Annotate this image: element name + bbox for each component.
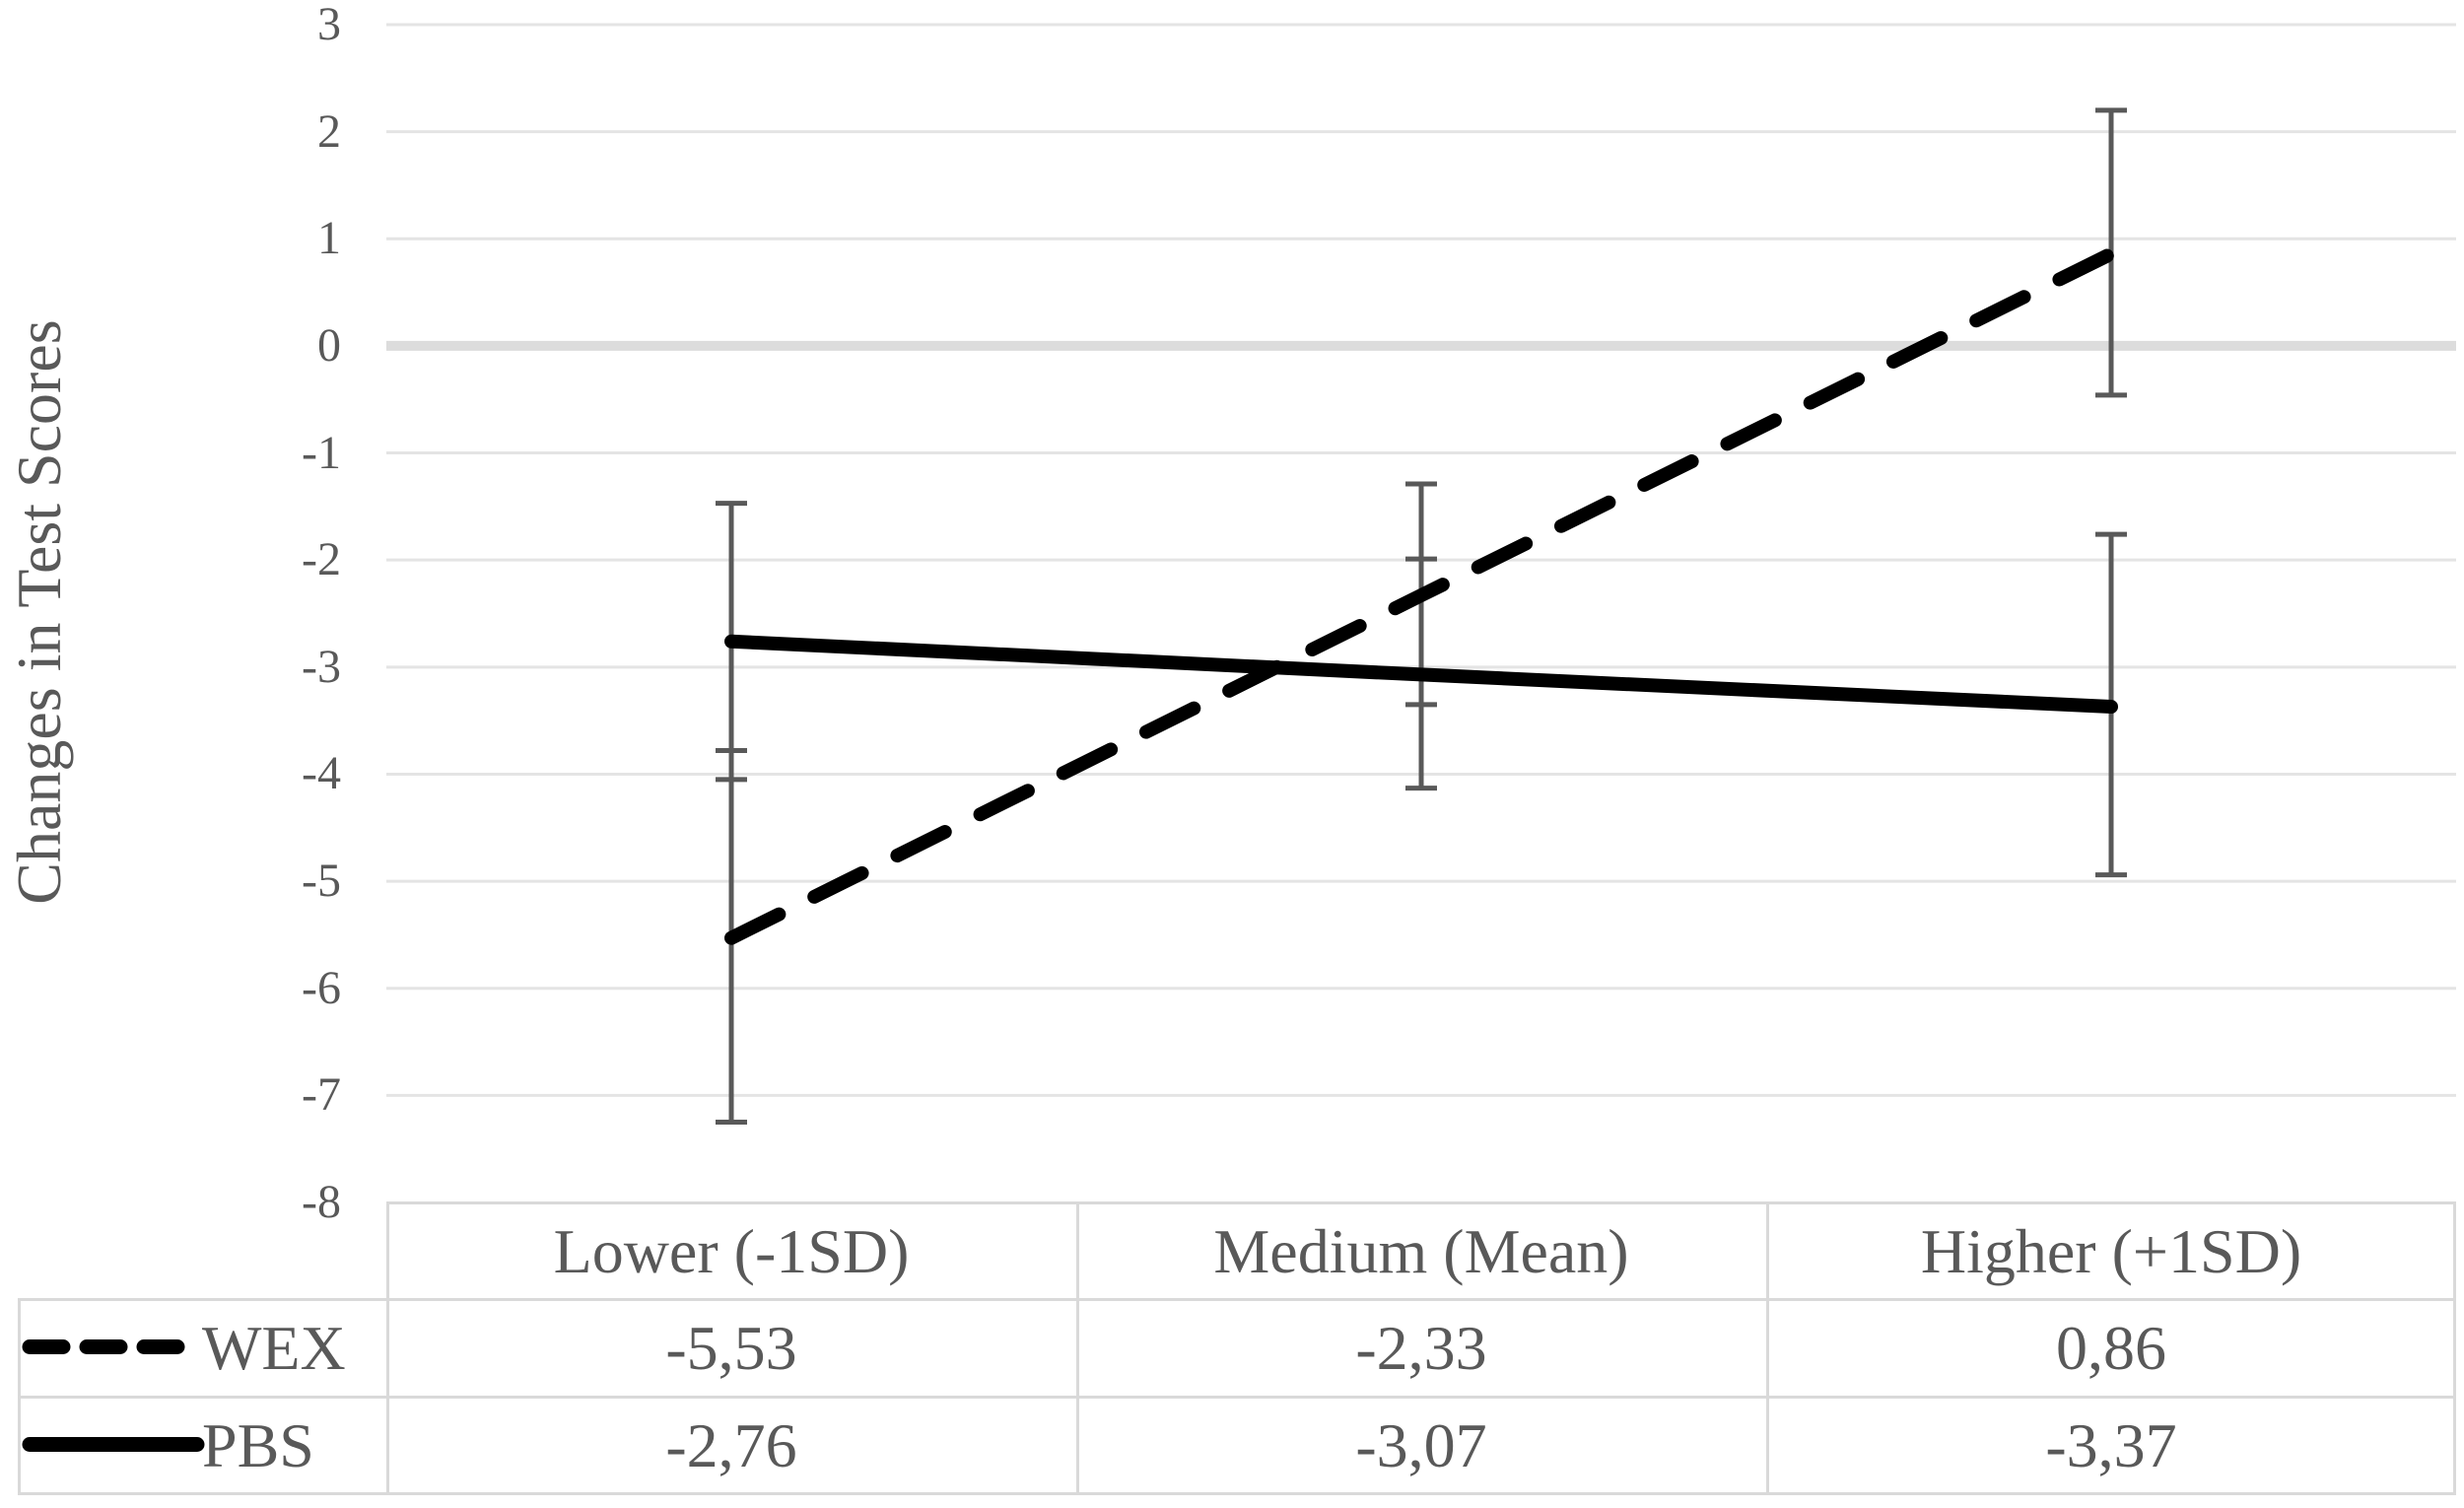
table-cell-wex-1: -2,33 (1355, 1313, 1487, 1383)
table-border-h2 (18, 1396, 2456, 1399)
table-cell-pbs-2: -3,37 (2045, 1410, 2177, 1480)
y-tick-label--1: -1 (302, 426, 341, 479)
y-tick-label--2: -2 (302, 533, 341, 586)
y-tick-label--7: -7 (302, 1068, 341, 1122)
table-border-v0 (18, 1298, 21, 1495)
table-border-v4 (2453, 1201, 2456, 1495)
y-tick-label--5: -5 (302, 855, 341, 908)
table-border-h3 (18, 1492, 2456, 1495)
y-tick-label--8: -8 (302, 1176, 341, 1228)
table-cell-wex-2: 0,86 (2056, 1313, 2166, 1383)
table-border-h1 (18, 1298, 2456, 1301)
y-tick-label--6: -6 (302, 961, 341, 1014)
table-cell-wex-0: -5,53 (665, 1313, 797, 1383)
table-header-0: Lower (-1SD) (553, 1215, 910, 1286)
table-cell-pbs-1: -3,07 (1355, 1410, 1487, 1480)
y-tick-label-2: 2 (317, 104, 341, 158)
legend-label-pbs: PBS (202, 1410, 314, 1480)
series-line-pbs (724, 634, 2118, 715)
y-tick-label--3: -3 (302, 640, 341, 693)
table-border-h0 (386, 1201, 2456, 1204)
table-border-v3 (1766, 1201, 1769, 1495)
series-line-wex (724, 246, 2118, 945)
table-header-1: Medium (Mean) (1213, 1215, 1629, 1286)
table-border-v2 (1076, 1201, 1079, 1495)
table-cell-pbs-0: -2,76 (665, 1410, 797, 1480)
y-tick-label-0: 0 (317, 318, 341, 372)
y-tick-label--4: -4 (302, 747, 341, 800)
y-axis-title: Changes in Test Scores (4, 319, 74, 905)
legend-label-wex: WEX (202, 1313, 346, 1383)
table-header-2: Higher (+1SD) (1920, 1215, 2302, 1286)
y-tick-label-3: 3 (317, 0, 341, 50)
table-border-v1 (386, 1201, 389, 1495)
y-tick-label-1: 1 (317, 212, 341, 265)
